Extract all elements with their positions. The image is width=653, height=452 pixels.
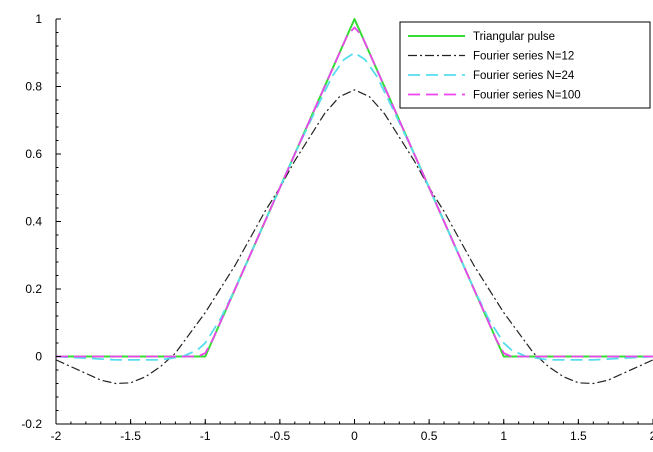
legend-label-2: Fourier series N=12 xyxy=(473,51,574,63)
y-tick-label: 0 xyxy=(35,350,42,364)
y-tick-label: 1 xyxy=(35,12,42,26)
x-tick-label: 1 xyxy=(500,429,507,443)
x-tick-label: 2 xyxy=(650,429,653,443)
y-tick-label: 0.4 xyxy=(25,215,42,229)
x-tick-label: -1.5 xyxy=(120,429,141,443)
series-line-2 xyxy=(55,89,653,385)
x-tick-label: -1 xyxy=(200,429,211,443)
x-tick-label: -2 xyxy=(51,429,62,443)
legend-label-3: Fourier series N=24 xyxy=(473,70,575,82)
y-tick-label: 0.8 xyxy=(25,80,42,94)
series-line-3 xyxy=(55,51,653,361)
x-tick-label: 0.5 xyxy=(421,429,438,443)
x-tick-label: 0 xyxy=(351,429,358,443)
legend-label-1: Triangular pulse xyxy=(473,31,555,43)
y-tick-label: 0.2 xyxy=(25,282,42,296)
y-tick-label: 0.6 xyxy=(25,147,42,161)
y-tick-label: -0.2 xyxy=(21,417,42,431)
series-layer xyxy=(55,18,653,385)
axes-layer: -2 -1.5 -1 -0.5 0 0.5 1 1.5 2 -0.2 0 0.2 0.4 0.6 0.8 1 xyxy=(21,12,653,443)
x-tick-label: -0.5 xyxy=(270,429,291,443)
legend: Triangular pulse Fourier series N=12 Fouri… xyxy=(399,21,651,109)
legend-label-4: Fourier series N=100 xyxy=(473,90,581,102)
series-line-4 xyxy=(56,26,653,358)
x-tick-label: 1.5 xyxy=(570,429,587,443)
